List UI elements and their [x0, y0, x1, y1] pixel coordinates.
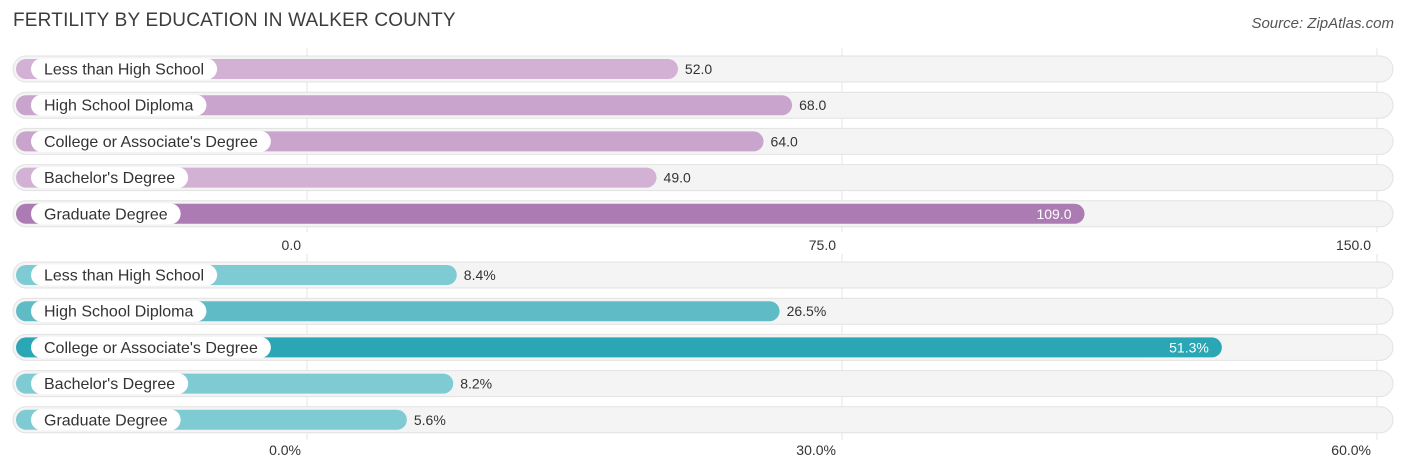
category-label-bg [31, 409, 181, 431]
category-label-text: Bachelor's Degree [44, 170, 175, 187]
x-tick-label: 150.0 [1336, 237, 1371, 253]
category-label: College or Associate's Degree [31, 130, 271, 152]
category-label: Bachelor's Degree [31, 373, 189, 395]
chart-panel-1: Less than High School 52.0 High School Dip… [12, 48, 1394, 253]
category-label: Graduate Degree [31, 409, 181, 431]
category-label-text: Graduate Degree [44, 412, 168, 429]
value-label: 26.5% [787, 303, 827, 319]
category-label-bg [31, 373, 189, 395]
value-label: 49.0 [664, 170, 691, 186]
chart-panel-2: Less than High School 8.4% High School Dip… [12, 254, 1394, 458]
category-label-bg [31, 336, 271, 358]
chart-title: FERTILITY BY EDUCATION IN WALKER COUNTY [13, 10, 456, 31]
category-label-bg [31, 130, 271, 152]
bar [16, 95, 793, 116]
x-tick-label: 60.0% [1331, 442, 1371, 458]
category-label-bg [31, 300, 207, 322]
category-label-text: Less than High School [44, 268, 204, 285]
category-label: Less than High School [31, 264, 218, 286]
category-label-text: Bachelor's Degree [44, 376, 175, 393]
value-label: 8.2% [460, 376, 492, 392]
x-tick-label: 30.0% [796, 442, 836, 458]
value-label: 64.0 [771, 133, 798, 149]
bar [16, 301, 780, 322]
category-label-bg [31, 203, 181, 225]
category-label-text: Graduate Degree [44, 206, 168, 223]
category-label-text: High School Diploma [44, 98, 194, 115]
value-label: 8.4% [464, 267, 496, 283]
value-label: 52.0 [685, 61, 712, 77]
x-tick-label: 0.0 [282, 237, 302, 253]
category-label-text: High School Diploma [44, 304, 194, 321]
category-label: College or Associate's Degree [31, 336, 271, 358]
category-label: High School Diploma [31, 94, 207, 116]
category-label: Less than High School [31, 58, 218, 80]
source-credit: Source: ZipAtlas.com [1251, 15, 1394, 32]
category-label: Graduate Degree [31, 203, 181, 225]
x-tick-label: 75.0 [809, 237, 836, 253]
value-label: 51.3% [1169, 339, 1209, 355]
category-label-text: College or Associate's Degree [44, 340, 258, 357]
category-label-text: College or Associate's Degree [44, 134, 258, 151]
bar [16, 337, 1222, 358]
x-tick-label: 0.0% [269, 442, 301, 458]
bar [16, 203, 1085, 224]
category-label: High School Diploma [31, 300, 207, 322]
value-label: 68.0 [799, 97, 826, 113]
value-label: 109.0 [1036, 206, 1071, 222]
category-label-bg [31, 167, 189, 189]
category-label-text: Less than High School [44, 62, 204, 79]
category-label-bg [31, 58, 218, 80]
value-label: 5.6% [414, 412, 446, 428]
category-label-bg [31, 94, 207, 116]
category-label: Bachelor's Degree [31, 167, 189, 189]
category-label-bg [31, 264, 218, 286]
